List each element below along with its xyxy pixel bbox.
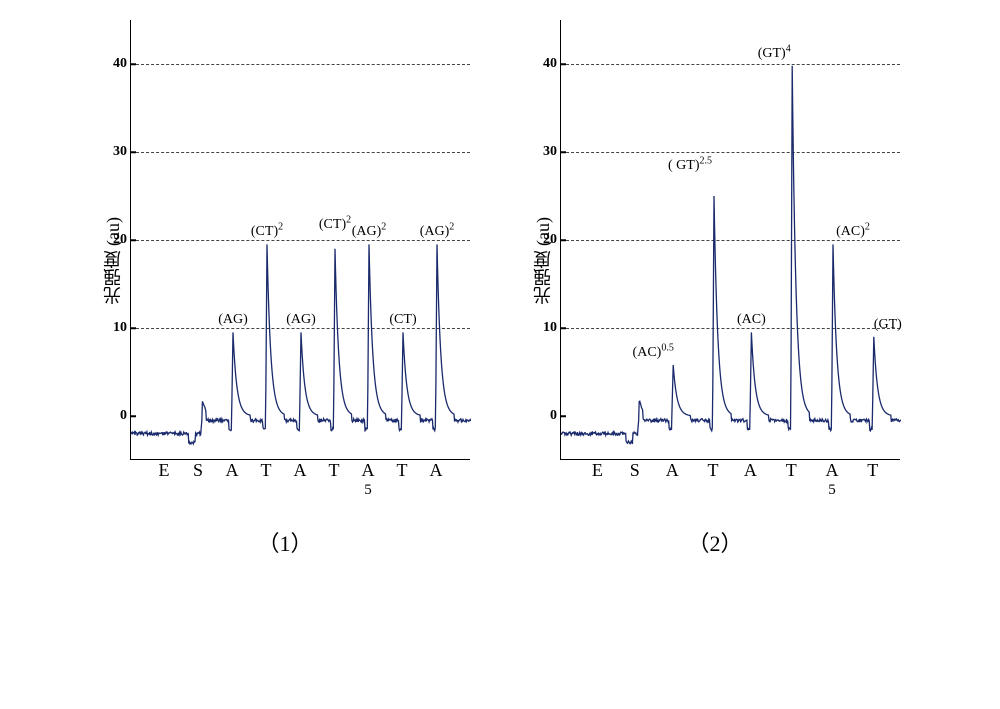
x-tick-label: A: [226, 460, 239, 481]
signal-trace: [131, 244, 471, 444]
x-tick-label: E: [592, 460, 603, 481]
y-tick-label: 10: [543, 320, 561, 336]
peak-label: (CT)2: [251, 222, 283, 241]
x-tick-label: A: [430, 460, 443, 481]
x-tick-label: S: [630, 460, 640, 481]
peak-label: (AG): [286, 312, 316, 328]
x-tick-label: T: [329, 460, 340, 481]
x-tick-label: A: [294, 460, 307, 481]
peak-label: (AG): [218, 312, 248, 328]
x-tick-label: T: [397, 460, 408, 481]
x-tick-label: T: [786, 460, 797, 481]
y-tick-label: 40: [113, 56, 131, 72]
y-axis-label: 光强度 (au): [530, 217, 556, 304]
y-tick-label: 40: [543, 56, 561, 72]
plot-area: 010203040(AC)0.5( GT)2.5(AC)(GT)4(AC)2(G…: [560, 20, 900, 460]
peak-label: (AG)2: [420, 222, 455, 241]
peak-label: ( GT)2.5: [668, 155, 712, 174]
panel-label: （2）: [687, 526, 742, 558]
x-tick-label: A: [362, 460, 375, 481]
panel-label: （1）: [257, 526, 312, 558]
peak-label: (AC): [737, 312, 766, 328]
peak-label: (AC)0.5: [633, 342, 674, 361]
x-tick-label: E: [159, 460, 170, 481]
x-tick-label: S: [193, 460, 203, 481]
figure-row: 光强度 (au)010203040(AG)(CT)2(AG)(CT)2(AG)2…: [20, 20, 980, 558]
peak-label: (AG)2: [352, 222, 387, 241]
x-tick-label: A: [666, 460, 679, 481]
y-tick-label: 30: [543, 144, 561, 160]
chart-panel-2: 光强度 (au)010203040(AC)0.5( GT)2.5(AC)(GT)…: [530, 20, 900, 558]
x-tick-label: T: [261, 460, 272, 481]
x-tick-label: T: [708, 460, 719, 481]
peak-label: (GT)4: [758, 43, 791, 62]
y-tick-label: 20: [543, 232, 561, 248]
peak-label: (CT): [389, 312, 416, 328]
y-tick-label: 10: [113, 320, 131, 336]
peak-label: (CT)2: [319, 214, 351, 233]
y-axis-label: 光强度 (au): [100, 217, 126, 304]
chart-panel-1: 光强度 (au)010203040(AG)(CT)2(AG)(CT)2(AG)2…: [100, 20, 470, 558]
peak-label: (GT): [874, 317, 902, 333]
x-sub-label: 5: [828, 482, 836, 499]
x-sub-label: 5: [364, 482, 372, 499]
y-tick-label: 30: [113, 144, 131, 160]
plot-area: 010203040(AG)(CT)2(AG)(CT)2(AG)2(CT)(AG)…: [130, 20, 470, 460]
x-tick-label: T: [867, 460, 878, 481]
signal-trace: [561, 66, 901, 444]
peak-label: (AC)2: [836, 222, 870, 241]
y-tick-label: 20: [113, 232, 131, 248]
x-tick-label: A: [744, 460, 757, 481]
x-tick-label: A: [826, 460, 839, 481]
